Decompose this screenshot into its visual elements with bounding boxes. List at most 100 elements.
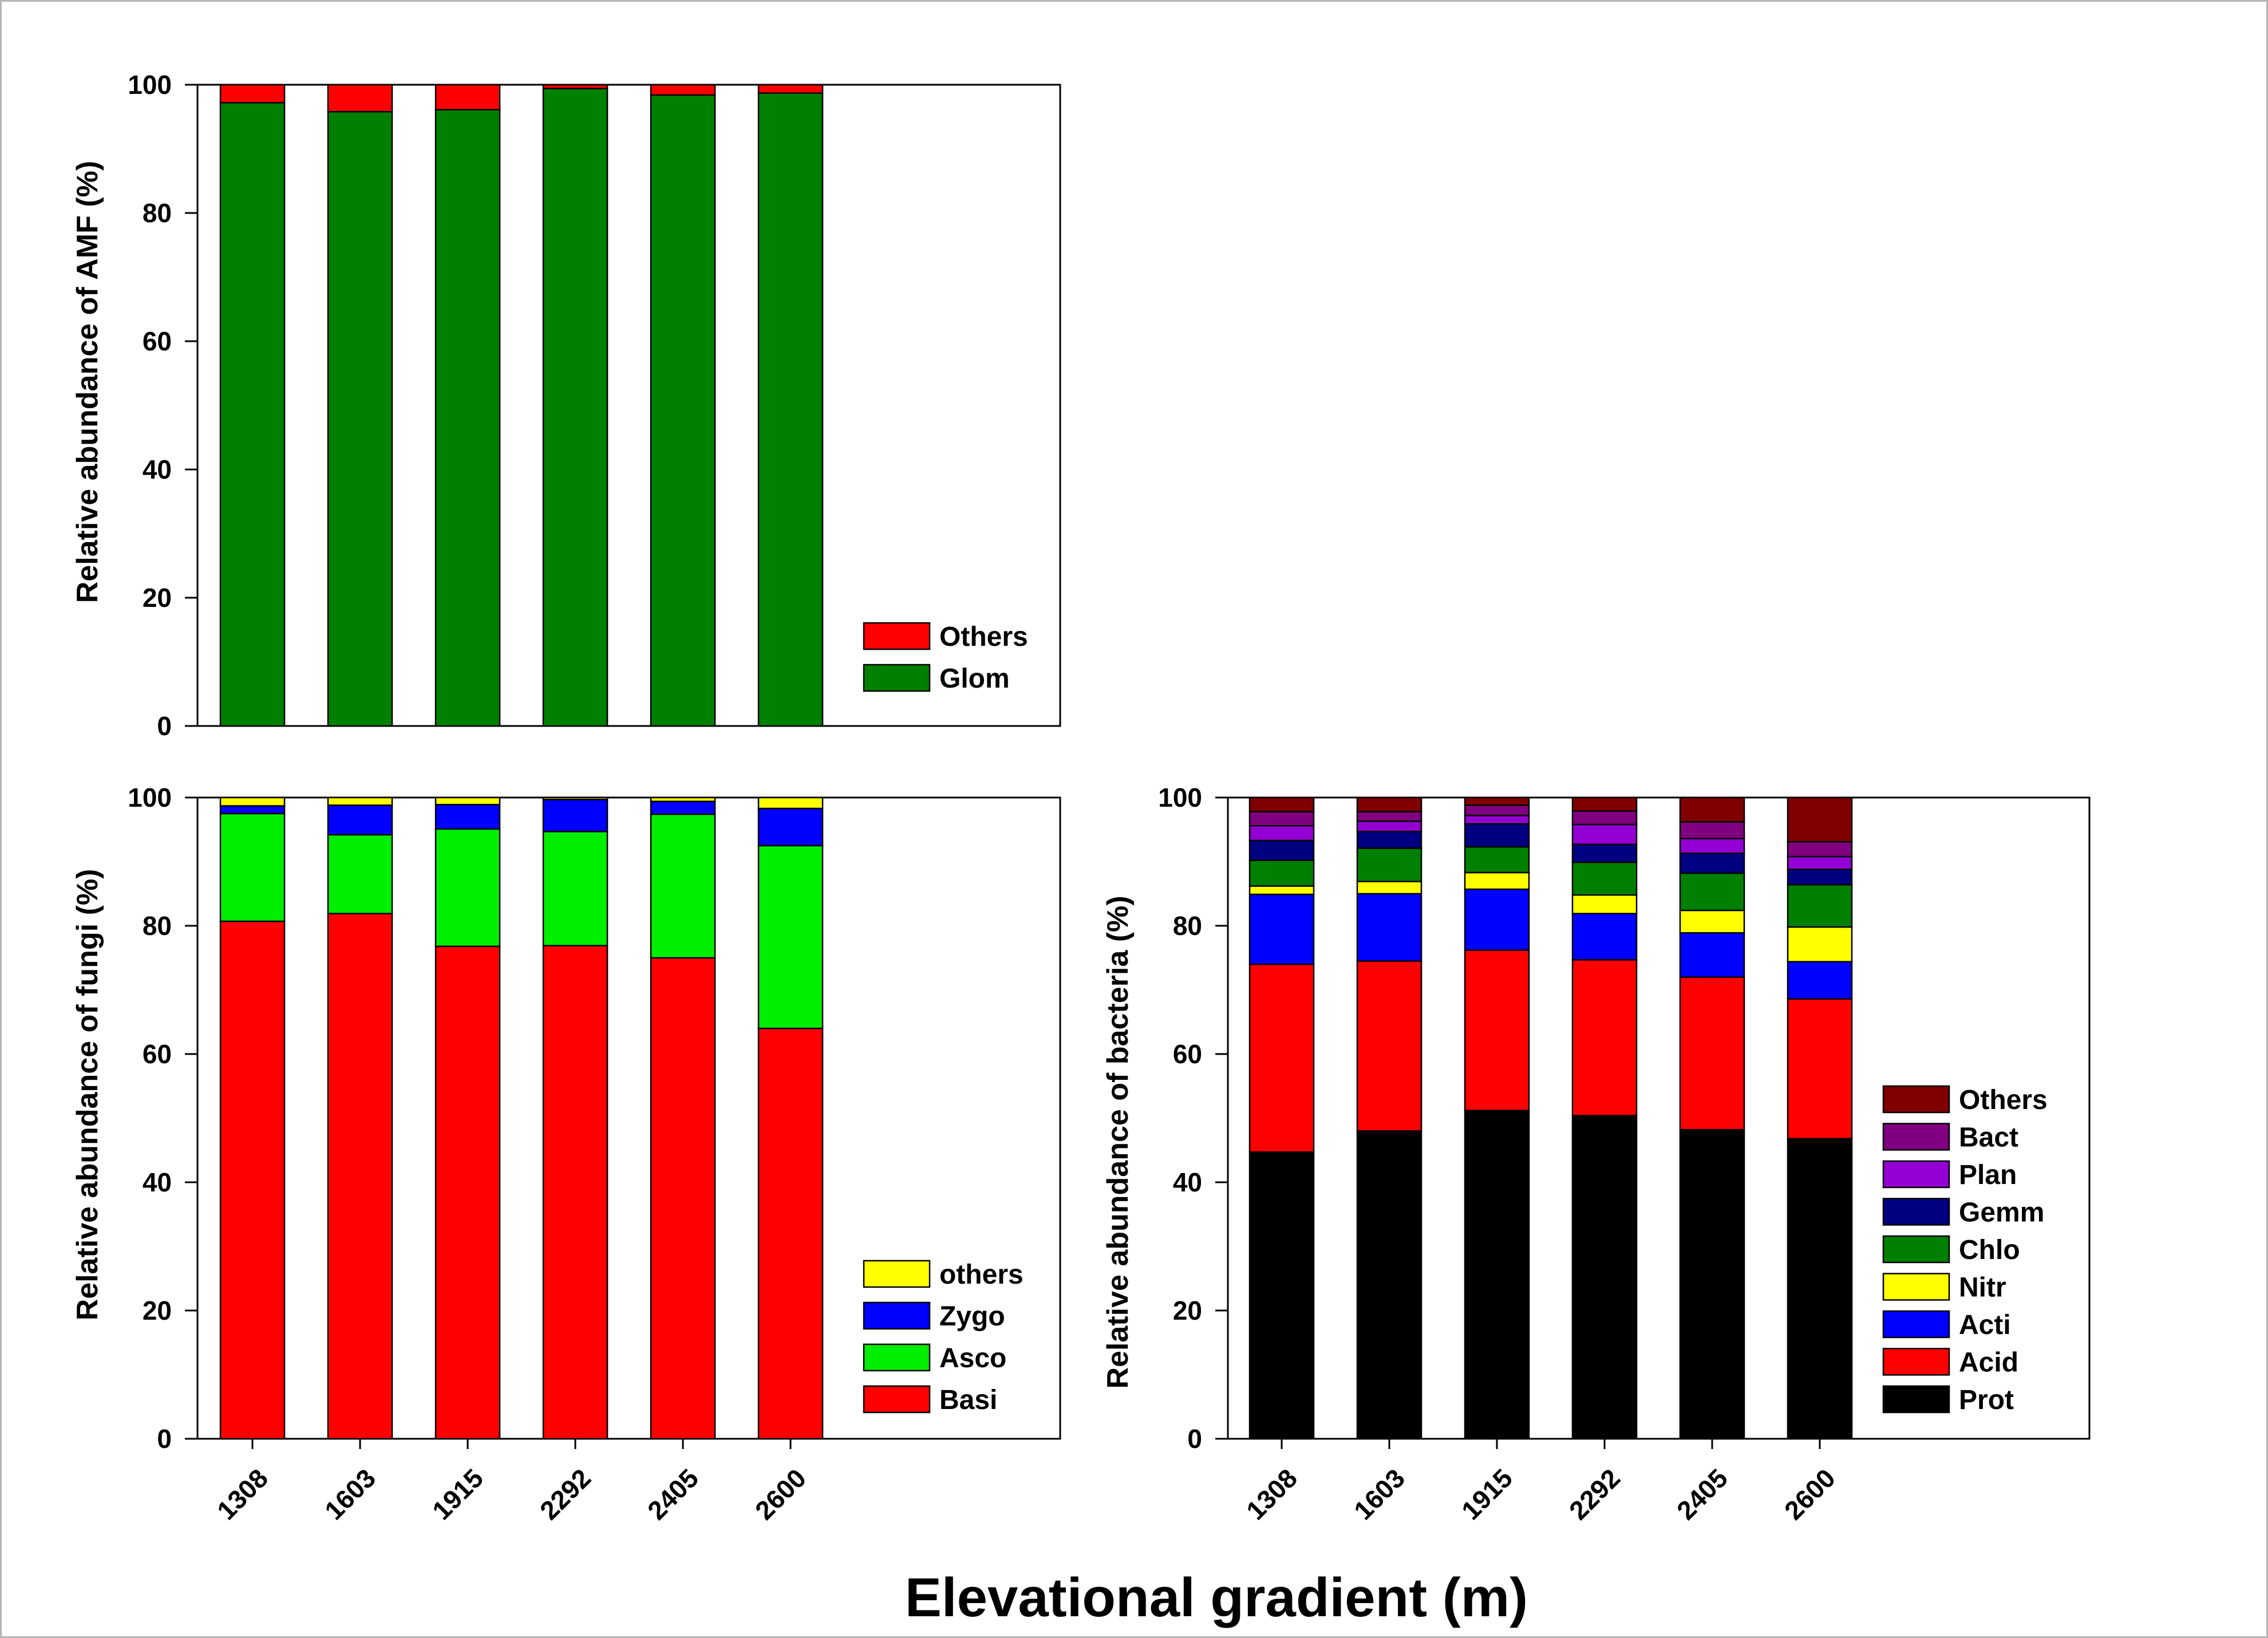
bacteria-ylabel: Relative abundance of bacteria (%) xyxy=(1101,895,1135,1388)
fungi-bar-1603-basi xyxy=(327,913,393,1440)
bacteria-bar-2292-gemm xyxy=(1571,843,1638,863)
bacteria-bar-1603-nitr xyxy=(1356,881,1423,895)
bacteria-bar-1603-prot xyxy=(1356,1130,1423,1440)
fungi-bar-1308-others xyxy=(219,796,286,807)
fungi-bar-2405-zygo xyxy=(650,800,716,815)
amf-bar-2600-others xyxy=(757,84,824,94)
amf-bar-2600-glom xyxy=(757,92,824,727)
bacteria-ytick-label-80: 80 xyxy=(1173,911,1202,941)
bacteria-ytick-label-20: 20 xyxy=(1173,1296,1202,1325)
fungi-bar-2292-others xyxy=(542,796,609,800)
bacteria-legend-label-nitr: Nitr xyxy=(1959,1273,2006,1303)
fungi-xtick-label-2405: 2405 xyxy=(642,1463,704,1525)
bacteria-bar-1308-acti xyxy=(1248,893,1315,965)
bacteria-bar-1603-plan xyxy=(1356,820,1423,832)
bacteria-bar-2292-others xyxy=(1571,796,1638,812)
bacteria-bar-1915-bact xyxy=(1464,804,1530,816)
fungi-xtick-label-2292: 2292 xyxy=(534,1463,596,1525)
bacteria-bar-2405-acid xyxy=(1679,976,1745,1131)
fungi-legend-swatch-others xyxy=(863,1260,931,1288)
bacteria-bar-2600-acid xyxy=(1787,998,1853,1140)
fungi-ytick-label-60: 60 xyxy=(143,1039,172,1069)
bacteria-legend-swatch-prot xyxy=(1882,1385,1950,1414)
bacteria-bar-1915-acti xyxy=(1464,888,1530,951)
fungi-legend-label-basi: Basi xyxy=(939,1385,997,1415)
fungi-bar-2405-others xyxy=(650,796,716,802)
amf-ylabel: Relative abundance of AMF (%) xyxy=(71,161,104,603)
bacteria-legend-label-acid: Acid xyxy=(1959,1348,2018,1378)
fungi-bar-2292-zygo xyxy=(542,799,609,832)
fungi-plot-area xyxy=(196,796,1061,1440)
bacteria-xtick-label-2405: 2405 xyxy=(1671,1463,1733,1525)
bacteria-legend-label-prot: Prot xyxy=(1959,1385,2014,1415)
fungi-bar-1603-asco xyxy=(327,834,393,914)
amf-legend-swatch-glom xyxy=(863,664,931,692)
bacteria-bar-2292-plan xyxy=(1571,823,1638,846)
fungi-bar-1915-basi xyxy=(434,945,501,1440)
amf-bar-1603-glom xyxy=(327,110,393,727)
amf-bar-2405-glom xyxy=(650,94,716,727)
fungi-bar-1915-zygo xyxy=(434,804,501,830)
bacteria-bar-2600-bact xyxy=(1787,841,1853,858)
bacteria-legend-swatch-acti xyxy=(1882,1310,1950,1339)
bacteria-legend-label-plan: Plan xyxy=(1959,1160,2017,1190)
amf-ytick-label-40: 40 xyxy=(143,455,172,484)
bacteria-bar-1915-others xyxy=(1464,796,1530,806)
bacteria-bar-2600-plan xyxy=(1787,855,1853,870)
fungi-legend-swatch-basi xyxy=(863,1385,931,1414)
amf-bar-1603-others xyxy=(327,84,393,113)
amf-ytick-label-80: 80 xyxy=(143,198,172,228)
bacteria-bar-2405-bact xyxy=(1679,821,1745,839)
fungi-legend-swatch-asco xyxy=(863,1343,931,1372)
bacteria-bar-1308-plan xyxy=(1248,825,1315,842)
bacteria-legend-swatch-chlo xyxy=(1882,1235,1950,1264)
bacteria-bar-2292-acid xyxy=(1571,959,1638,1116)
amf-bar-2292-others xyxy=(542,84,609,89)
amf-legend-swatch-others xyxy=(863,622,931,650)
bacteria-bar-1603-gemm xyxy=(1356,831,1423,849)
bacteria-bar-1308-prot xyxy=(1248,1151,1315,1440)
fungi-bar-2405-basi xyxy=(650,957,716,1440)
bacteria-xtick-label-2292: 2292 xyxy=(1563,1463,1626,1525)
bacteria-ytick-label-100: 100 xyxy=(1158,783,1202,812)
bacteria-bar-2600-prot xyxy=(1787,1138,1853,1440)
bacteria-bar-1308-nitr xyxy=(1248,885,1315,895)
bacteria-bar-2600-chlo xyxy=(1787,884,1853,928)
bacteria-legend-swatch-others xyxy=(1882,1085,1950,1114)
bacteria-legend-label-acti: Acti xyxy=(1959,1310,2011,1340)
fungi-xtick-label-1308: 1308 xyxy=(211,1463,274,1525)
bacteria-legend-label-chlo: Chlo xyxy=(1959,1235,2020,1265)
bacteria-legend-swatch-nitr xyxy=(1882,1273,1950,1301)
bacteria-bar-1915-nitr xyxy=(1464,871,1530,890)
amf-ytick-label-100: 100 xyxy=(128,70,172,100)
amf-bar-1308-others xyxy=(219,84,286,104)
bacteria-xtick-label-2600: 2600 xyxy=(1779,1463,1841,1525)
amf-ytick-label-60: 60 xyxy=(143,326,172,356)
bacteria-bar-2405-prot xyxy=(1679,1128,1745,1440)
fungi-bar-1308-asco xyxy=(219,812,286,922)
bacteria-legend-swatch-plan xyxy=(1882,1160,1950,1189)
fungi-legend-label-others: others xyxy=(939,1260,1024,1290)
amf-legend-label-glom: Glom xyxy=(939,664,1010,694)
amf-bar-2292-glom xyxy=(542,88,609,727)
fungi-bar-2600-basi xyxy=(757,1027,824,1440)
amf-bar-1308-glom xyxy=(219,102,286,727)
bacteria-bar-2292-chlo xyxy=(1571,861,1638,896)
bacteria-bar-1603-bact xyxy=(1356,811,1423,822)
fungi-bar-2600-asco xyxy=(757,844,824,1029)
fungi-ytick-label-0: 0 xyxy=(157,1424,172,1454)
chart-amf: Relative abundance of AMF (%) 0 20 40 60 80 1… xyxy=(71,70,1061,741)
fungi-bar-1915-others xyxy=(434,796,501,806)
amf-ytick-label-20: 20 xyxy=(143,583,172,613)
bacteria-bar-1603-acti xyxy=(1356,893,1423,962)
fungi-legend-label-zygo: Zygo xyxy=(939,1301,1005,1332)
bacteria-legend-label-bact: Bact xyxy=(1959,1123,2018,1153)
fungi-xtick-label-1603: 1603 xyxy=(319,1463,381,1525)
bacteria-legend-label-gemm: Gemm xyxy=(1959,1198,2044,1228)
bacteria-bar-2292-bact xyxy=(1571,810,1638,826)
fungi-ylabel: Relative abundance of fungi (%) xyxy=(71,869,104,1321)
bacteria-bar-1915-acid xyxy=(1464,949,1530,1111)
bacteria-bar-2405-others xyxy=(1679,796,1745,823)
